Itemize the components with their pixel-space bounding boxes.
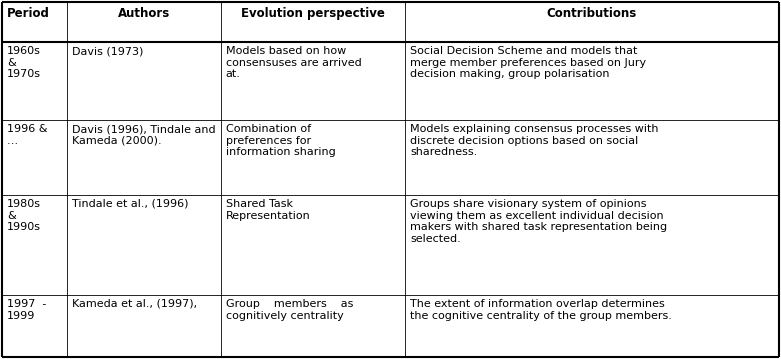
Text: Group    members    as
cognitively centrality: Group members as cognitively centrality: [226, 299, 353, 321]
Text: 1997  -
1999: 1997 - 1999: [7, 299, 46, 321]
Text: Social Decision Scheme and models that
merge member preferences based on Jury
de: Social Decision Scheme and models that m…: [410, 46, 646, 79]
Text: Period: Period: [7, 7, 50, 20]
Text: Davis (1973): Davis (1973): [72, 46, 143, 56]
Text: Models explaining consensus processes with
discrete decision options based on so: Models explaining consensus processes wi…: [410, 124, 658, 157]
Text: 1980s
&
1990s: 1980s & 1990s: [7, 199, 41, 232]
Text: Shared Task
Representation: Shared Task Representation: [226, 199, 311, 220]
Text: 1960s
&
1970s: 1960s & 1970s: [7, 46, 41, 79]
Text: Combination of
preferences for
information sharing: Combination of preferences for informati…: [226, 124, 336, 157]
Text: Davis (1996), Tindale and
Kameda (2000).: Davis (1996), Tindale and Kameda (2000).: [72, 124, 216, 146]
Text: Authors: Authors: [118, 7, 170, 20]
Text: The extent of information overlap determines
the cognitive centrality of the gro: The extent of information overlap determ…: [410, 299, 672, 321]
Text: Tindale et al., (1996): Tindale et al., (1996): [72, 199, 188, 209]
Text: 1996 &
…: 1996 & …: [7, 124, 48, 146]
Text: Evolution perspective: Evolution perspective: [241, 7, 385, 20]
Text: Models based on how
consensuses are arrived
at.: Models based on how consensuses are arri…: [226, 46, 362, 79]
Text: Contributions: Contributions: [547, 7, 637, 20]
Text: Kameda et al., (1997),: Kameda et al., (1997),: [72, 299, 197, 309]
Text: Groups share visionary system of opinions
viewing them as excellent individual d: Groups share visionary system of opinion…: [410, 199, 667, 244]
